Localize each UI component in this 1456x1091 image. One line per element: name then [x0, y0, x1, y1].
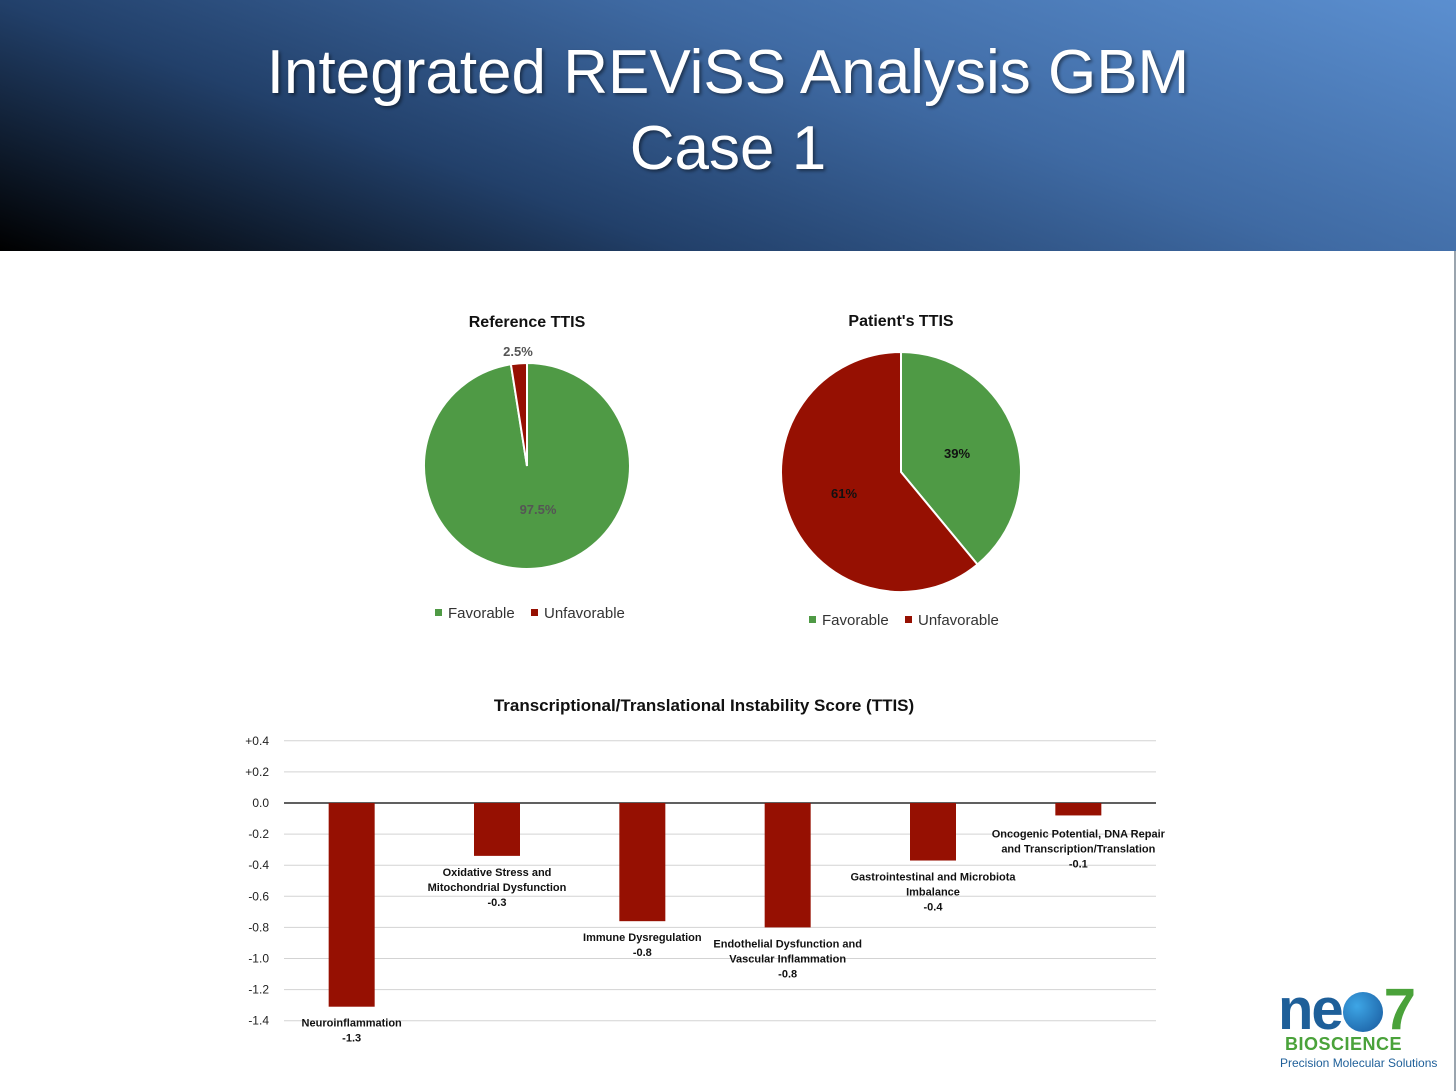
legend-label: Favorable: [448, 605, 515, 622]
pie-slice-unfavorable: [509, 361, 528, 467]
bar-category-label: and Transcription/Translation: [1001, 843, 1155, 855]
legend-swatch: [905, 616, 912, 623]
bar: [910, 803, 956, 861]
logo-subtitle: BIOSCIENCE: [1285, 1034, 1403, 1054]
bar-category-label: Immune Dysregulation: [583, 932, 702, 944]
globe-icon: [1342, 992, 1383, 1032]
pie-data-label: 2.5%: [503, 344, 533, 359]
bar-category-label: Vascular Inflammation: [729, 953, 846, 965]
y-tick-label: -1.0: [248, 952, 269, 966]
bar: [474, 803, 520, 856]
legend-swatch: [531, 609, 538, 616]
slide-edge-line: [1454, 251, 1456, 1091]
logo-wordmark-text: ne: [1278, 977, 1344, 1042]
bar-data-label: -0.3: [488, 897, 507, 909]
y-tick-label: -1.2: [248, 983, 269, 997]
bar-data-label: -0.8: [633, 947, 652, 959]
legend-label: Favorable: [822, 612, 889, 629]
bar-category-label: Mitochondrial Dysfunction: [428, 882, 567, 894]
title-banner: Integrated REViSS Analysis GBM Case 1: [0, 0, 1456, 251]
bar-data-label: -1.3: [342, 1033, 361, 1045]
y-tick-label: +0.4: [245, 734, 269, 748]
legend-swatch: [809, 616, 816, 623]
y-tick-label: -0.8: [248, 920, 269, 934]
pie-data-label: 61%: [831, 486, 857, 501]
pie-slice-favorable: [900, 350, 1022, 566]
pie-title: Patient's TTIS: [848, 313, 953, 330]
pie-title: Reference TTIS: [469, 314, 586, 331]
legend-swatch: [435, 609, 442, 616]
logo-tagline: Precision Molecular Solutions: [1280, 1056, 1438, 1070]
y-tick-label: 0.0: [252, 796, 269, 810]
logo-wordmark: ne 7: [1278, 977, 1416, 1042]
logo-seven: 7: [1383, 977, 1416, 1042]
bar: [1055, 803, 1102, 816]
legend-label: Unfavorable: [544, 605, 625, 622]
bar-category-label: Neuroinflammation: [302, 1018, 403, 1030]
bar: [619, 803, 666, 922]
pie-data-label: 97.5%: [520, 502, 557, 517]
bar-data-label: -0.8: [778, 968, 797, 980]
y-tick-label: -0.2: [248, 827, 269, 841]
bar-category-label: Oxidative Stress and: [443, 867, 552, 879]
slide-title-line-2: Case 1: [629, 114, 827, 183]
bar-data-label: -0.1: [1069, 858, 1088, 870]
y-tick-label: -0.6: [248, 889, 269, 903]
bar-data-label: -0.4: [924, 902, 944, 914]
bar-category-label: Oncogenic Potential, DNA Repair: [992, 828, 1166, 840]
bar-category-label: Imbalance: [906, 887, 960, 899]
pie-data-label: 39%: [944, 446, 970, 461]
legend-label: Unfavorable: [918, 612, 999, 629]
bar: [764, 803, 811, 928]
bar: [328, 803, 375, 1007]
bar-category-label: Gastrointestinal and Microbiota: [850, 872, 1016, 884]
y-tick-label: +0.2: [245, 765, 269, 779]
bar-chart-title: Transcriptional/Translational Instabilit…: [494, 696, 914, 715]
y-tick-label: -0.4: [248, 858, 269, 872]
pie-slice-unfavorable: [780, 350, 979, 593]
bar-category-label: Endothelial Dysfunction and: [713, 938, 862, 950]
y-tick-label: -1.4: [248, 1014, 269, 1028]
slide-title-line-1: Integrated REViSS Analysis GBM: [266, 38, 1190, 107]
